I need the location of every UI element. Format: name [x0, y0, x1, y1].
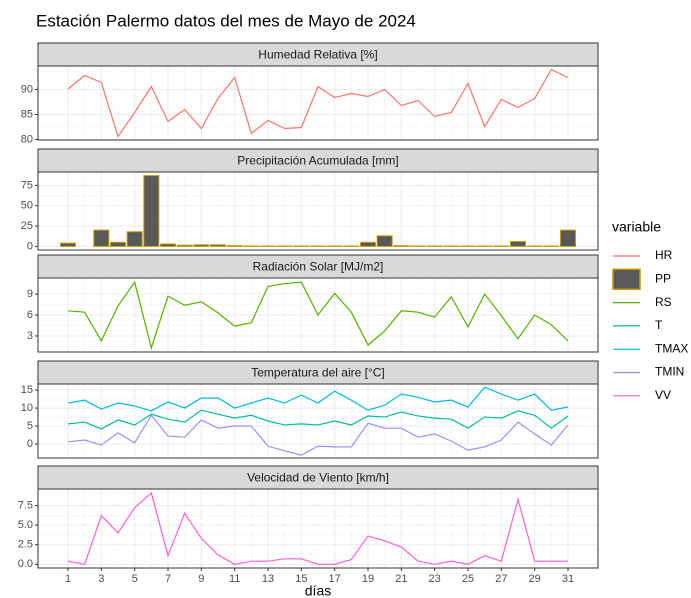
- panel-border: [37, 488, 599, 569]
- legend-label: TMIN: [655, 365, 684, 379]
- y-tick-label: 0.0: [18, 558, 33, 570]
- y-tick-label: 10: [21, 402, 33, 414]
- y-tick-label: 6: [27, 309, 33, 321]
- legend-title: variable: [612, 219, 661, 235]
- bar: [60, 242, 76, 247]
- y-tick-label: 9: [27, 288, 33, 300]
- bar: [193, 244, 210, 247]
- bar: [360, 241, 376, 247]
- x-tick-label: 17: [329, 573, 341, 585]
- y-tick-label: 25: [21, 220, 33, 232]
- x-axis-title: días: [305, 583, 331, 598]
- y-tick-label: 75: [21, 179, 33, 191]
- panel-border: [37, 65, 599, 141]
- panel-border: [37, 171, 599, 251]
- legend-key: [612, 268, 641, 291]
- y-tick-label: 85: [21, 108, 33, 120]
- y-tick-label: 80: [21, 133, 33, 145]
- legend-label: T: [655, 318, 663, 332]
- panel-border: [37, 383, 599, 459]
- bar: [510, 241, 526, 247]
- line: [67, 280, 569, 350]
- bar: [176, 244, 193, 247]
- y-tick-label: 90: [21, 83, 33, 95]
- line: [67, 68, 569, 138]
- y-tick-label: 5.0: [18, 519, 33, 531]
- bar: [126, 231, 143, 247]
- chart-title: Estación Palermo datos del mes de Mayo d…: [36, 11, 416, 30]
- line: [67, 414, 569, 456]
- x-tick-label: 7: [165, 573, 171, 585]
- bar: [226, 245, 243, 247]
- bar: [560, 229, 576, 247]
- x-tick-label: 9: [198, 573, 204, 585]
- x-tick-label: 27: [495, 573, 507, 585]
- bar: [143, 175, 160, 247]
- x-tick-label: 23: [429, 573, 441, 585]
- legend-label: PP: [655, 271, 671, 285]
- bar: [393, 245, 410, 247]
- x-tick-label: 25: [462, 573, 474, 585]
- x-tick-label: 19: [362, 573, 374, 585]
- y-tick-label: 7.5: [18, 499, 33, 511]
- x-tick-label: 11: [229, 573, 240, 585]
- y-tick-label: 2.5: [18, 539, 33, 551]
- strip-title: Precipitación Acumulada [mm]: [237, 154, 398, 168]
- legend-label: RS: [655, 295, 672, 309]
- legend-label: HR: [655, 248, 673, 262]
- x-tick-label: 21: [395, 573, 407, 585]
- x-tick-label: 5: [132, 573, 138, 585]
- line: [67, 386, 569, 412]
- line: [67, 409, 569, 430]
- x-tick-label: 1: [65, 573, 71, 585]
- strip-title: Velocidad de Viento [km/h]: [247, 471, 389, 485]
- bar: [210, 244, 226, 247]
- y-tick-label: 50: [21, 200, 33, 212]
- bar: [93, 229, 110, 247]
- bar: [160, 243, 176, 247]
- y-tick-label: 0: [27, 240, 33, 252]
- panel-border: [37, 277, 599, 353]
- y-tick-label: 5: [27, 420, 33, 432]
- strip-title: Humedad Relativa [%]: [258, 48, 377, 62]
- legend-label: VV: [655, 388, 671, 402]
- y-tick-label: 0: [27, 438, 33, 450]
- strip-title: Radiación Solar [MJ/m2]: [253, 260, 384, 274]
- legend-label: TMAX: [655, 341, 688, 355]
- x-tick-label: 3: [98, 573, 104, 585]
- x-tick-label: 15: [295, 573, 307, 585]
- line: [67, 491, 568, 565]
- x-tick-label: 29: [529, 573, 541, 585]
- strip-title: Temperatura del aire [°C]: [251, 366, 385, 380]
- x-tick-label: 13: [262, 573, 274, 585]
- x-tick-label: 31: [562, 573, 574, 585]
- bar: [376, 235, 393, 247]
- bar: [110, 241, 126, 247]
- y-tick-label: 3: [27, 330, 33, 342]
- y-tick-label: 15: [21, 384, 33, 396]
